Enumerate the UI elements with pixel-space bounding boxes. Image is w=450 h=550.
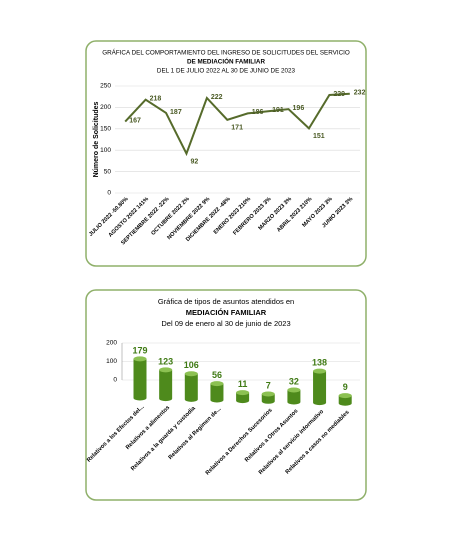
bar	[236, 392, 250, 404]
data-label: 191	[272, 107, 284, 114]
bar-top	[313, 368, 327, 374]
bar	[133, 358, 147, 401]
data-line	[124, 92, 350, 157]
chart-title: GRÁFICA DEL COMPORTAMIENTO DEL INGRESO D…	[102, 48, 350, 57]
data-label: 222	[211, 94, 223, 101]
data-label: 186	[252, 109, 264, 116]
bar	[261, 394, 275, 404]
bar	[184, 373, 198, 402]
chart-title: DEL 1 DE JULIO 2022 AL 30 DE JUNIO DE 20…	[157, 68, 296, 75]
data-label: 187	[170, 109, 182, 116]
data-label: 92	[190, 158, 198, 165]
data-label: 229	[333, 91, 345, 98]
y-tick-label: 150	[100, 126, 111, 133]
bar-top	[133, 356, 147, 362]
y-axis-label: Número de Solicitudes	[93, 101, 100, 177]
data-label: 196	[293, 105, 305, 112]
chart-title: Gráfica de tipos de asuntos atendidos en	[158, 297, 294, 306]
data-label: 232	[354, 90, 366, 97]
data-label: 11	[238, 379, 248, 389]
y-tick-label: 100	[100, 147, 111, 154]
y-tick-label: 250	[100, 83, 111, 90]
data-label: 106	[184, 360, 199, 370]
y-tick-label: 100	[106, 358, 117, 365]
chart-title: MEDIACIÓN FAMILIAR	[186, 308, 267, 317]
y-tick-label: 50	[104, 168, 112, 175]
y-tick-label: 0	[107, 190, 111, 197]
chart-frame	[85, 289, 367, 501]
data-label: 9	[343, 382, 348, 392]
bar	[338, 395, 352, 406]
y-tick-label: 0	[113, 377, 117, 384]
data-label: 32	[289, 376, 299, 386]
bar-top	[236, 390, 250, 396]
chart-frame	[85, 40, 367, 267]
data-label: 138	[312, 357, 327, 367]
data-label: 167	[129, 117, 141, 124]
bar	[313, 371, 327, 406]
bar	[210, 383, 224, 403]
chart-title: DE MEDIACIÓN FAMILIAR	[187, 57, 265, 66]
data-label: 171	[231, 125, 243, 132]
data-label: 151	[313, 133, 325, 140]
y-tick-label: 200	[106, 340, 117, 347]
chart-title: Del 09 de enero al 30 de junio de 2023	[161, 319, 290, 328]
data-label: 123	[158, 356, 173, 366]
bar-top	[184, 371, 198, 377]
bar-top	[261, 391, 275, 397]
bar	[159, 369, 173, 402]
bar-top	[287, 387, 301, 393]
data-label: 56	[212, 370, 222, 380]
bar-top	[210, 381, 224, 387]
data-label: 7	[266, 380, 271, 390]
bar	[287, 390, 301, 405]
y-tick-label: 200	[100, 104, 111, 111]
data-label: 179	[132, 345, 147, 355]
data-label: 218	[150, 96, 162, 103]
bar-top	[159, 367, 173, 373]
bar-top	[338, 393, 352, 399]
